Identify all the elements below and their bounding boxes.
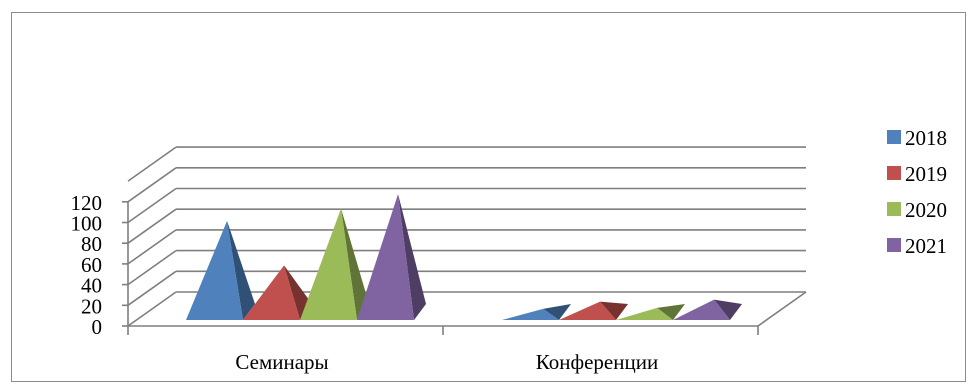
pyramid-front-face (243, 265, 300, 320)
pyramid-2020-0 (300, 208, 369, 320)
pyramid-front-face (673, 299, 730, 320)
gridline-wall (127, 291, 177, 327)
pyramid-side-face (657, 304, 685, 320)
gridline-wall (127, 187, 177, 224)
pyramid-front-face (357, 194, 414, 320)
gridline-wall (127, 146, 177, 182)
pyramid-side-face (543, 304, 571, 320)
pyramid-2018-0 (186, 220, 255, 320)
pyramid-front-face (616, 307, 673, 320)
legend: 2018 2019 2020 2021 (887, 126, 947, 258)
legend-label-2019: 2019 (905, 162, 947, 186)
legend-label-2021: 2021 (905, 234, 947, 258)
pyramid-2020-1 (616, 304, 685, 320)
pyramid-side-face (398, 194, 426, 320)
y-tick-label: 60 (81, 253, 102, 277)
gridline-wall (127, 270, 177, 306)
pyramid-2021-1 (673, 299, 742, 320)
pyramid-side-face (227, 220, 255, 320)
legend-label-2018: 2018 (905, 126, 947, 150)
legend-label-2020: 2020 (905, 198, 947, 222)
pyramid-side-face (284, 265, 312, 320)
pyramid-side-face (600, 301, 628, 320)
pyramid-front-face (559, 301, 616, 320)
y-tick-label: 80 (81, 232, 102, 256)
gridline-wall (127, 167, 177, 203)
pyramid-2018-1 (502, 304, 571, 320)
pyramid-2021-0 (357, 194, 426, 320)
x-category-label: Семинары (235, 350, 328, 374)
gridline-wall (127, 208, 177, 244)
legend-swatch-2018 (887, 130, 901, 144)
y-tick-label: 100 (71, 212, 103, 236)
bars-layer (186, 194, 742, 320)
legend-swatch-2021 (887, 238, 901, 252)
y-tick-label: 40 (81, 274, 102, 298)
y-tick-label: 0 (92, 315, 103, 339)
y-tick-label: 20 (81, 294, 102, 318)
y-tick-label: 120 (71, 191, 103, 215)
gridline-wall (127, 229, 177, 265)
pyramid-2019-1 (559, 301, 628, 320)
legend-swatch-2019 (887, 166, 901, 180)
gridline-wall (127, 249, 177, 286)
pyramid-2019-0 (243, 265, 312, 320)
pyramid-side-face (714, 299, 742, 320)
legend-swatch-2020 (887, 202, 901, 216)
chart-frame (11, 12, 966, 382)
pyramid-front-face (502, 308, 559, 320)
pyramid-front-face (186, 220, 243, 320)
pyramid-side-face (341, 208, 369, 320)
pyramid-front-face (300, 208, 357, 320)
x-category-label: Конференции (536, 350, 658, 374)
floor-right-edge (757, 291, 807, 327)
